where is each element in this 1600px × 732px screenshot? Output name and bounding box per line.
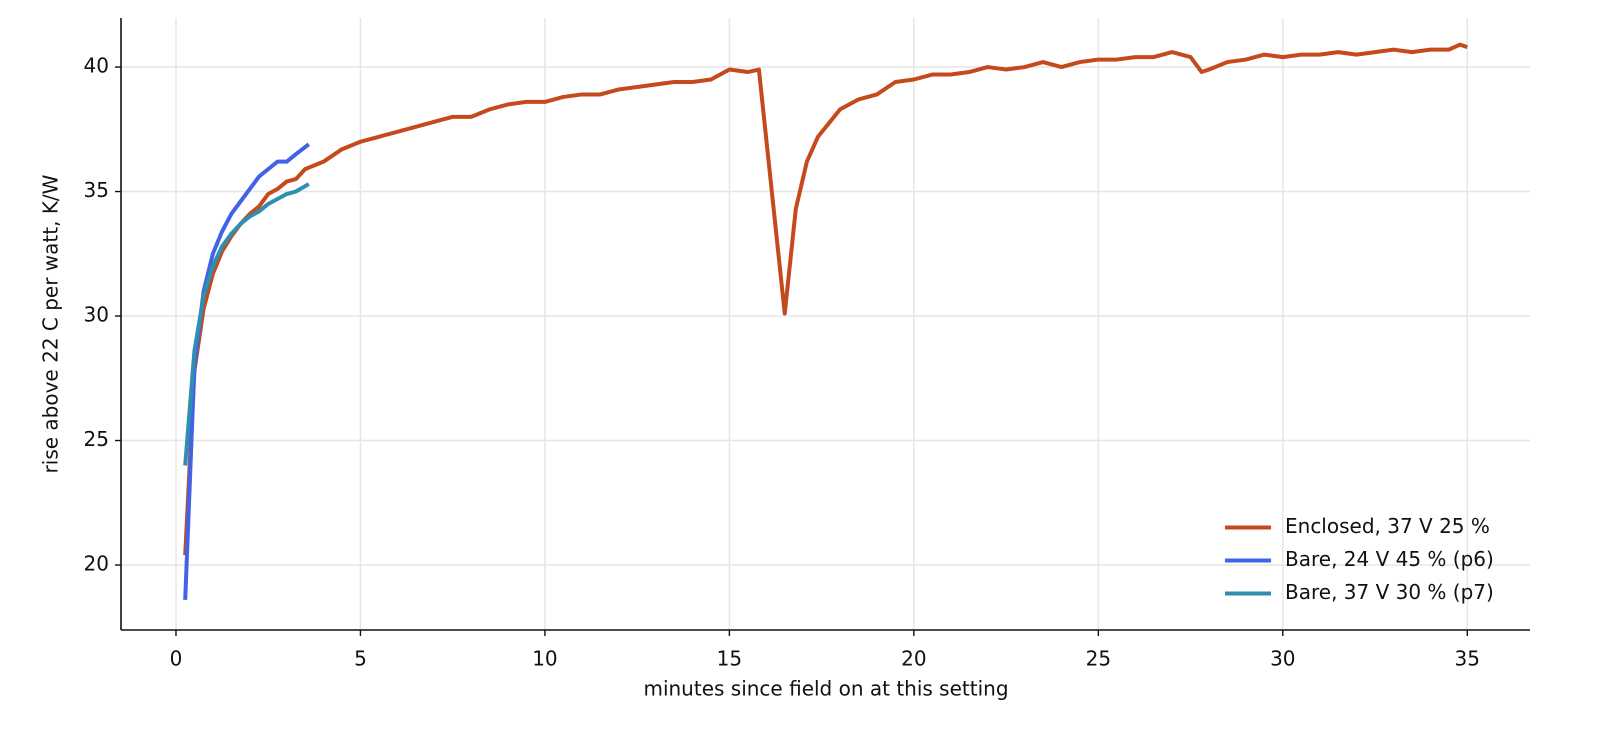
x-tick-label: 25 [1086,647,1111,671]
x-tick-label: 20 [901,647,926,671]
series-line [183,42,1468,556]
x-tick-label: 30 [1270,647,1295,671]
y-tick-label: 35 [84,178,109,202]
legend-label: Bare, 24 V 45 % (p6) [1285,547,1494,571]
y-axis-label: rise above 22 C per watt, K/W [39,174,63,473]
legend-label: Enclosed, 37 V 25 % [1285,514,1490,538]
x-tick-label: 35 [1455,647,1480,671]
y-tick-label: 30 [84,303,109,327]
y-tick-label: 20 [84,552,109,576]
y-tick-label: 25 [84,427,109,451]
grid [121,18,1530,630]
series-line [183,182,310,466]
x-tick-label: 10 [532,647,557,671]
x-tick-label: 15 [717,647,742,671]
x-tick-label: 0 [170,647,183,671]
x-axis-label: minutes since field on at this setting [643,677,1008,701]
legend-label: Bare, 37 V 30 % (p7) [1285,580,1494,604]
series-line [183,142,311,600]
y-tick-label: 40 [84,54,109,78]
x-tick-label: 5 [354,647,367,671]
